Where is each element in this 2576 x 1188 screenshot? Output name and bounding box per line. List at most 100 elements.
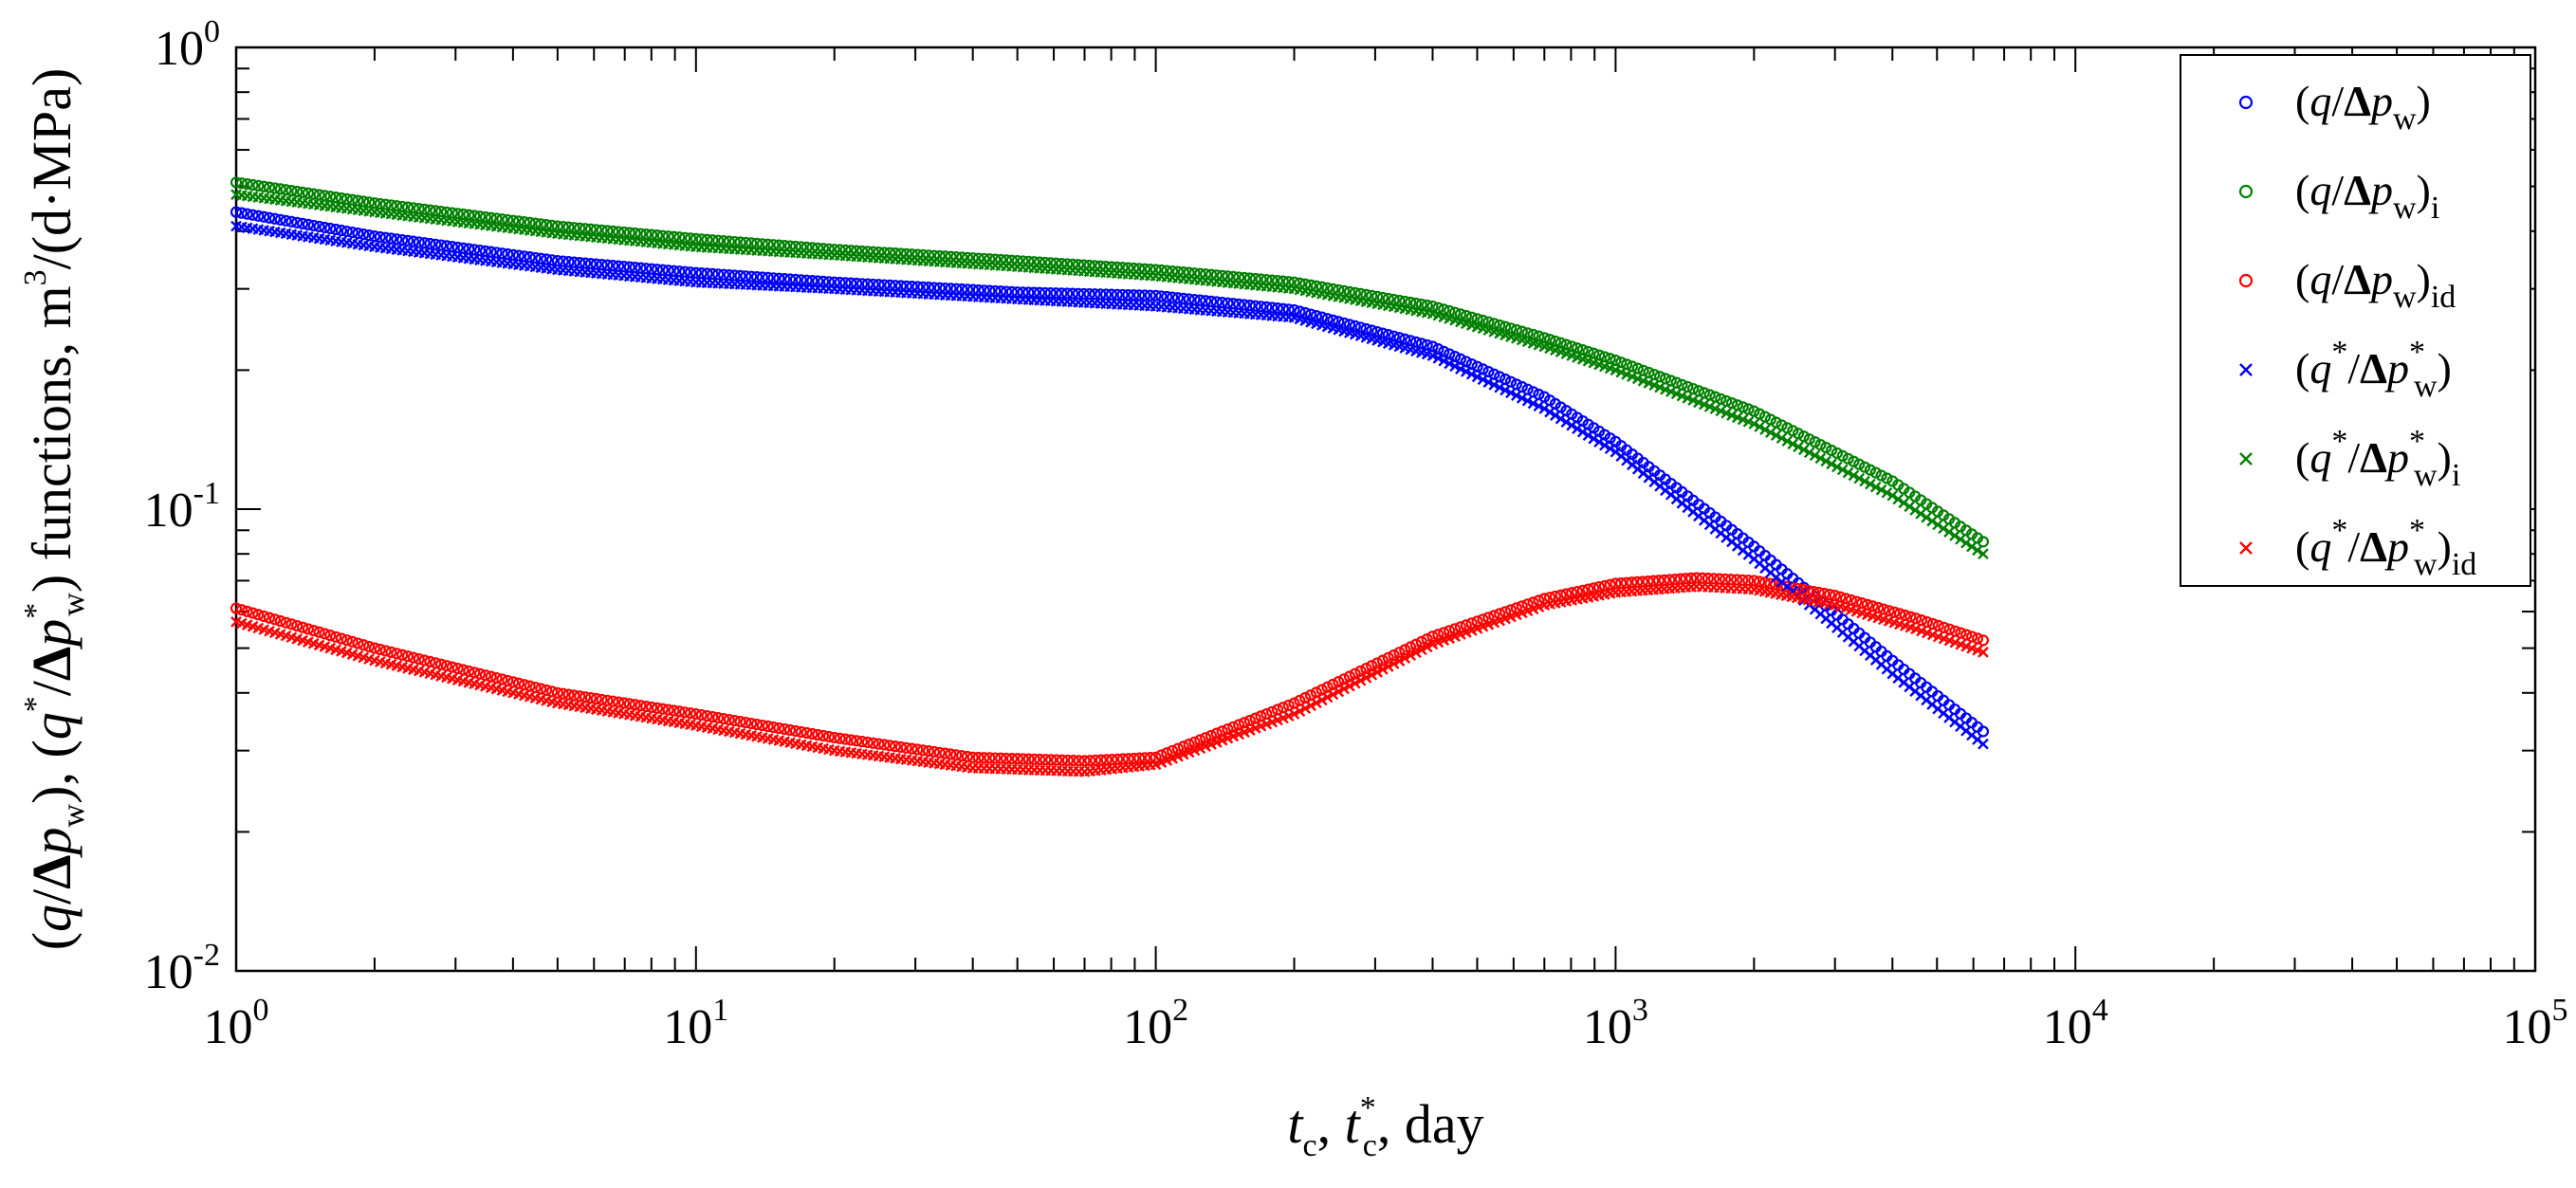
data-point [363, 640, 376, 653]
data-point [850, 735, 863, 747]
data-point [352, 637, 364, 649]
data-point [867, 278, 879, 291]
data-point [645, 701, 658, 714]
data-point [1521, 394, 1534, 407]
data-point [1222, 270, 1234, 283]
data-point [740, 716, 752, 729]
data-point [469, 667, 481, 679]
data-point [1432, 629, 1444, 641]
data-point [358, 195, 370, 208]
data-point [463, 665, 475, 678]
data-point [596, 224, 608, 236]
data-point [635, 228, 647, 240]
data-point [1796, 583, 1809, 595]
data-point [568, 256, 580, 268]
data-point [280, 184, 292, 196]
data-point [740, 270, 752, 283]
data-point [839, 277, 852, 289]
data-point [424, 237, 436, 250]
data-point [645, 228, 658, 241]
data-point [313, 626, 325, 638]
data-point [1095, 288, 1107, 301]
data-point [518, 679, 530, 691]
data-point [296, 186, 309, 198]
data-point [1210, 296, 1223, 308]
data-point [740, 236, 752, 249]
data-point [1388, 658, 1400, 669]
data-point [1177, 292, 1189, 304]
data-point [783, 273, 797, 285]
data-point [374, 643, 386, 656]
data-point [1344, 680, 1355, 692]
data-point [1349, 677, 1361, 689]
data-point [258, 610, 270, 623]
data-point [1216, 269, 1228, 282]
data-point [1388, 649, 1400, 662]
data-point [961, 283, 974, 296]
data-point [1598, 579, 1610, 593]
data-point [1233, 271, 1245, 283]
data-point [1161, 290, 1173, 303]
data-point [728, 269, 741, 282]
data-point [651, 264, 664, 276]
data-point [1371, 667, 1383, 678]
data-point [1652, 575, 1665, 587]
data-point [1128, 752, 1140, 765]
data-point [629, 699, 641, 711]
data-point [1516, 393, 1528, 404]
data-point [1966, 540, 1978, 553]
data-point [1864, 464, 1877, 476]
data-point [701, 267, 713, 280]
data-point [1116, 753, 1130, 765]
data-point [396, 233, 409, 247]
data-point [401, 650, 414, 663]
data-point [1304, 689, 1317, 702]
data-point [662, 265, 674, 277]
data-point [340, 192, 353, 205]
data-point [1482, 365, 1495, 378]
data-point [1915, 614, 1928, 627]
data-point [1155, 290, 1168, 302]
data-point [396, 649, 409, 661]
data-point [1731, 399, 1743, 411]
data-point [451, 662, 464, 675]
data-point [1949, 530, 1960, 541]
data-point [906, 742, 918, 755]
data-point [1111, 288, 1123, 301]
data-point [1482, 316, 1495, 328]
data-point [1598, 351, 1610, 363]
data-point [1405, 641, 1417, 653]
data-point [1853, 458, 1866, 470]
data-point [1527, 596, 1539, 609]
data-point [1349, 320, 1361, 332]
data-point [911, 743, 924, 756]
data-point [1426, 350, 1439, 361]
data-point [828, 731, 840, 744]
data-point [1921, 511, 1932, 523]
data-point [1100, 754, 1113, 766]
data-point [1073, 755, 1085, 767]
data-point [861, 736, 874, 749]
data-point [1444, 304, 1456, 318]
data-point [457, 208, 469, 221]
data-point [1432, 353, 1444, 364]
data-point [247, 209, 259, 221]
data-point [1310, 280, 1322, 292]
data-point [1167, 744, 1179, 758]
data-point [1698, 387, 1710, 399]
data-point [1533, 388, 1545, 401]
data-point [1707, 573, 1720, 585]
data-point [1288, 708, 1300, 720]
data-point [856, 278, 869, 290]
data-point [1494, 381, 1506, 393]
data-point [679, 706, 691, 719]
data-point [1327, 678, 1339, 691]
data-point [1432, 302, 1444, 314]
data-point [762, 720, 774, 733]
data-point [1904, 501, 1916, 513]
data-point [939, 282, 951, 295]
data-point [1560, 338, 1573, 351]
data-point [1005, 285, 1018, 298]
data-point [274, 213, 286, 226]
data-point [601, 694, 614, 706]
